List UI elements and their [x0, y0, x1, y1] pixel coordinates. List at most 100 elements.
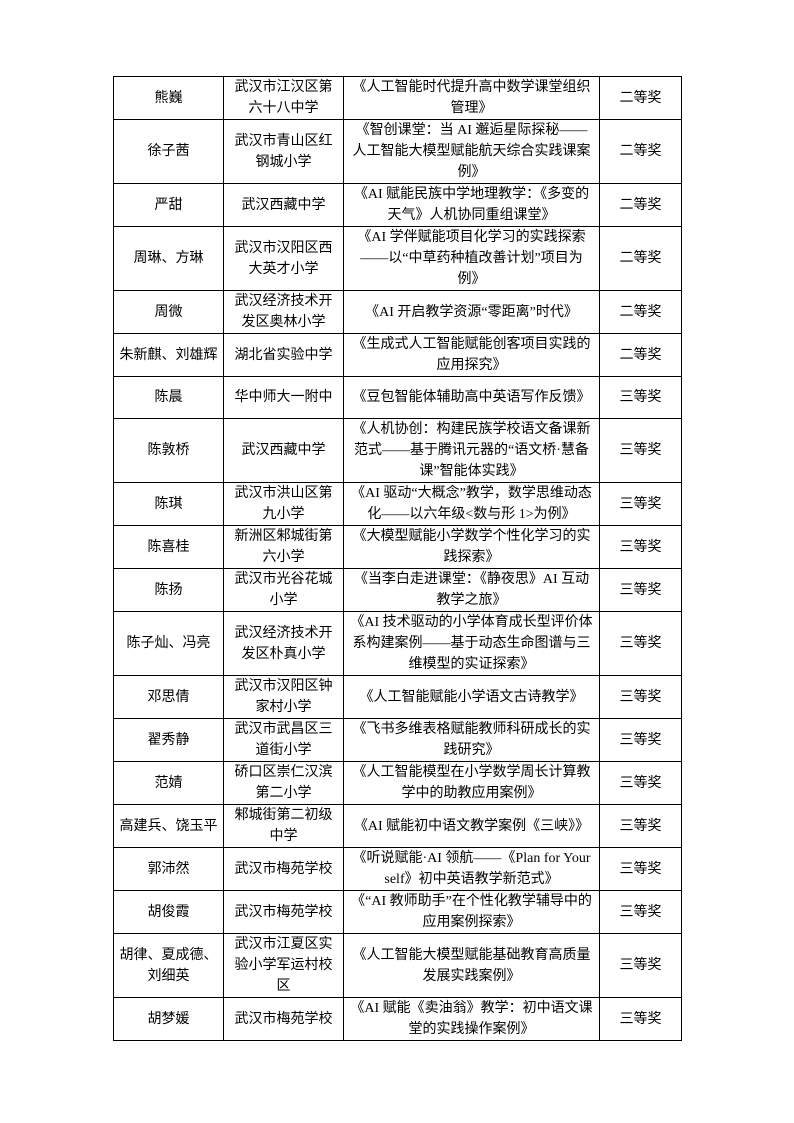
award-level-cell: 三等奖: [599, 675, 682, 719]
school-cell: 武汉市汉阳区钟家村小学: [223, 675, 344, 719]
table-row: 胡律、夏成德、刘细英 武汉市江夏区实验小学军运村校区 《人工智能大模型赋能基础教育高…: [113, 933, 682, 998]
award-level-cell: 三等奖: [599, 418, 682, 483]
award-level-cell: 三等奖: [599, 718, 682, 762]
case-title-cell: 《当李白走进课堂：《静夜思》AI 互动教学之旅》: [343, 568, 600, 612]
school-cell: 武汉市汉阳区西大英才小学: [223, 226, 344, 291]
winner-name-cell: 胡律、夏成德、刘细英: [113, 933, 224, 998]
award-table: 熊巍 武汉市江汉区第六十八中学 《人工智能时代提升高中数学课堂组织管理》 二等奖 徐子茜…: [113, 76, 682, 1041]
award-level-cell: 三等奖: [599, 611, 682, 676]
winner-name-cell: 胡俊霞: [113, 890, 224, 934]
table-row: 周琳、方琳 武汉市汉阳区西大英才小学 《AI 学伴赋能项目化学习的实践探索——以“中…: [113, 226, 682, 291]
school-cell: 武汉市梅苑学校: [223, 890, 344, 934]
table-row: 陈子灿、冯亮 武汉经济技术开发区朴真小学 《AI 技术驱动的小学体育成长型评价体系构…: [113, 611, 682, 676]
winner-name-cell: 胡梦媛: [113, 997, 224, 1041]
case-title-cell: 《豆包智能体辅助高中英语写作反馈》: [343, 376, 600, 419]
winner-name-cell: 徐子茜: [113, 119, 224, 184]
case-title-cell: 《大模型赋能小学数学个性化学习的实践探索》: [343, 525, 600, 569]
case-title-cell: 《生成式人工智能赋能创客项目实践的应用探究》: [343, 333, 600, 377]
school-cell: 武汉西藏中学: [223, 418, 344, 483]
award-level-cell: 三等奖: [599, 933, 682, 998]
winner-name-cell: 郭沛然: [113, 847, 224, 891]
school-cell: 华中师大一附中: [223, 376, 344, 419]
table-row: 陈喜桂 新洲区邾城街第六小学 《大模型赋能小学数学个性化学习的实践探索》 三等奖: [113, 525, 682, 569]
award-level-cell: 二等奖: [599, 183, 682, 227]
case-title-cell: 《人工智能模型在小学数学周长计算教学中的助教应用案例》: [343, 761, 600, 805]
case-title-cell: 《人机协创：构建民族学校语文备课新范式——基于腾讯元器的“语文桥·慧备课”智能体…: [343, 418, 600, 483]
award-level-cell: 二等奖: [599, 76, 682, 120]
award-level-cell: 三等奖: [599, 376, 682, 419]
school-cell: 武汉市武昌区三道街小学: [223, 718, 344, 762]
school-cell: 武汉经济技术开发区奥林小学: [223, 290, 344, 334]
table-row: 胡俊霞 武汉市梅苑学校 《“AI 教师助手”在个性化教学辅导中的应用案例探索》 三等奖: [113, 890, 682, 934]
table-row: 陈晨 华中师大一附中 《豆包智能体辅助高中英语写作反馈》 三等奖: [113, 376, 682, 419]
award-table-body: 熊巍 武汉市江汉区第六十八中学 《人工智能时代提升高中数学课堂组织管理》 二等奖 徐子茜…: [113, 76, 682, 1041]
winner-name-cell: 熊巍: [113, 76, 224, 120]
case-title-cell: 《AI 技术驱动的小学体育成长型评价体系构建案例——基于动态生命图谱与三维模型的…: [343, 611, 600, 676]
table-row: 陈敦桥 武汉西藏中学 《人机协创：构建民族学校语文备课新范式——基于腾讯元器的“语文…: [113, 418, 682, 483]
award-level-cell: 三等奖: [599, 482, 682, 526]
winner-name-cell: 陈晨: [113, 376, 224, 419]
award-level-cell: 二等奖: [599, 290, 682, 334]
school-cell: 武汉市江汉区第六十八中学: [223, 76, 344, 120]
school-cell: 武汉西藏中学: [223, 183, 344, 227]
winner-name-cell: 陈子灿、冯亮: [113, 611, 224, 676]
table-row: 陈琪 武汉市洪山区第九小学 《AI 驱动“大概念”教学，数学思维动态化——以六年级<…: [113, 482, 682, 526]
winner-name-cell: 严甜: [113, 183, 224, 227]
award-level-cell: 三等奖: [599, 568, 682, 612]
case-title-cell: 《人工智能大模型赋能基础教育高质量发展实践案例》: [343, 933, 600, 998]
case-title-cell: 《人工智能时代提升高中数学课堂组织管理》: [343, 76, 600, 120]
winner-name-cell: 朱新麒、刘雄辉: [113, 333, 224, 377]
table-row: 胡梦媛 武汉市梅苑学校 《AI 赋能《卖油翁》教学：初中语文课堂的实践操作案例》 三等…: [113, 997, 682, 1041]
award-level-cell: 三等奖: [599, 890, 682, 934]
school-cell: 湖北省实验中学: [223, 333, 344, 377]
award-level-cell: 三等奖: [599, 804, 682, 848]
table-row: 陈扬 武汉市光谷花城小学 《当李白走进课堂：《静夜思》AI 互动教学之旅》 三等奖: [113, 568, 682, 612]
case-title-cell: 《AI 驱动“大概念”教学，数学思维动态化——以六年级<数与形 1>为例》: [343, 482, 600, 526]
winner-name-cell: 周琳、方琳: [113, 226, 224, 291]
case-title-cell: 《智创课堂：当 AI 邂逅星际探秘——人工智能大模型赋能航天综合实践课案例》: [343, 119, 600, 184]
school-cell: 邾城街第二初级中学: [223, 804, 344, 848]
case-title-cell: 《AI 赋能民族中学地理教学：《多变的天气》人机协同重组课堂》: [343, 183, 600, 227]
winner-name-cell: 陈琪: [113, 482, 224, 526]
award-level-cell: 三等奖: [599, 761, 682, 805]
school-cell: 武汉市青山区红钢城小学: [223, 119, 344, 184]
award-level-cell: 三等奖: [599, 997, 682, 1041]
award-level-cell: 二等奖: [599, 226, 682, 291]
school-cell: 武汉市洪山区第九小学: [223, 482, 344, 526]
award-level-cell: 二等奖: [599, 119, 682, 184]
table-row: 严甜 武汉西藏中学 《AI 赋能民族中学地理教学：《多变的天气》人机协同重组课堂》二…: [113, 183, 682, 227]
winner-name-cell: 范婧: [113, 761, 224, 805]
table-row: 范婧 硚口区崇仁汉滨第二小学 《人工智能模型在小学数学周长计算教学中的助教应用案例》…: [113, 761, 682, 805]
school-cell: 武汉市梅苑学校: [223, 997, 344, 1041]
case-title-cell: 《AI 赋能初中语文教学案例《三峡》》: [343, 804, 600, 848]
award-level-cell: 三等奖: [599, 525, 682, 569]
case-title-cell: 《人工智能赋能小学语文古诗教学》: [343, 675, 600, 719]
table-row: 翟秀静 武汉市武昌区三道街小学 《飞书多维表格赋能教师科研成长的实践研究》 三等奖: [113, 718, 682, 762]
case-title-cell: 《听说赋能·AI 领航——《Plan for Yourself》初中英语教学新范…: [343, 847, 600, 891]
award-level-cell: 二等奖: [599, 333, 682, 377]
school-cell: 硚口区崇仁汉滨第二小学: [223, 761, 344, 805]
winner-name-cell: 翟秀静: [113, 718, 224, 762]
case-title-cell: 《“AI 教师助手”在个性化教学辅导中的应用案例探索》: [343, 890, 600, 934]
table-row: 邓思倩 武汉市汉阳区钟家村小学 《人工智能赋能小学语文古诗教学》 三等奖: [113, 675, 682, 719]
winner-name-cell: 陈喜桂: [113, 525, 224, 569]
school-cell: 武汉市江夏区实验小学军运村校区: [223, 933, 344, 998]
winner-name-cell: 周微: [113, 290, 224, 334]
school-cell: 武汉市梅苑学校: [223, 847, 344, 891]
award-level-cell: 三等奖: [599, 847, 682, 891]
table-row: 周微 武汉经济技术开发区奥林小学 《AI 开启教学资源“零距离”时代》 二等奖: [113, 290, 682, 334]
case-title-cell: 《AI 赋能《卖油翁》教学：初中语文课堂的实践操作案例》: [343, 997, 600, 1041]
table-row: 朱新麒、刘雄辉 湖北省实验中学 《生成式人工智能赋能创客项目实践的应用探究》 二等奖: [113, 333, 682, 377]
table-row: 郭沛然 武汉市梅苑学校 《听说赋能·AI 领航——《Plan for Yoursel…: [113, 847, 682, 891]
school-cell: 武汉经济技术开发区朴真小学: [223, 611, 344, 676]
winner-name-cell: 高建兵、饶玉平: [113, 804, 224, 848]
table-row: 熊巍 武汉市江汉区第六十八中学 《人工智能时代提升高中数学课堂组织管理》 二等奖: [113, 76, 682, 120]
table-row: 高建兵、饶玉平 邾城街第二初级中学 《AI 赋能初中语文教学案例《三峡》》 三等奖: [113, 804, 682, 848]
case-title-cell: 《AI 学伴赋能项目化学习的实践探索——以“中草药种植改善计划”项目为例》: [343, 226, 600, 291]
winner-name-cell: 陈敦桥: [113, 418, 224, 483]
school-cell: 武汉市光谷花城小学: [223, 568, 344, 612]
case-title-cell: 《AI 开启教学资源“零距离”时代》: [343, 290, 600, 334]
school-cell: 新洲区邾城街第六小学: [223, 525, 344, 569]
winner-name-cell: 邓思倩: [113, 675, 224, 719]
table-row: 徐子茜 武汉市青山区红钢城小学 《智创课堂：当 AI 邂逅星际探秘——人工智能大模型…: [113, 119, 682, 184]
